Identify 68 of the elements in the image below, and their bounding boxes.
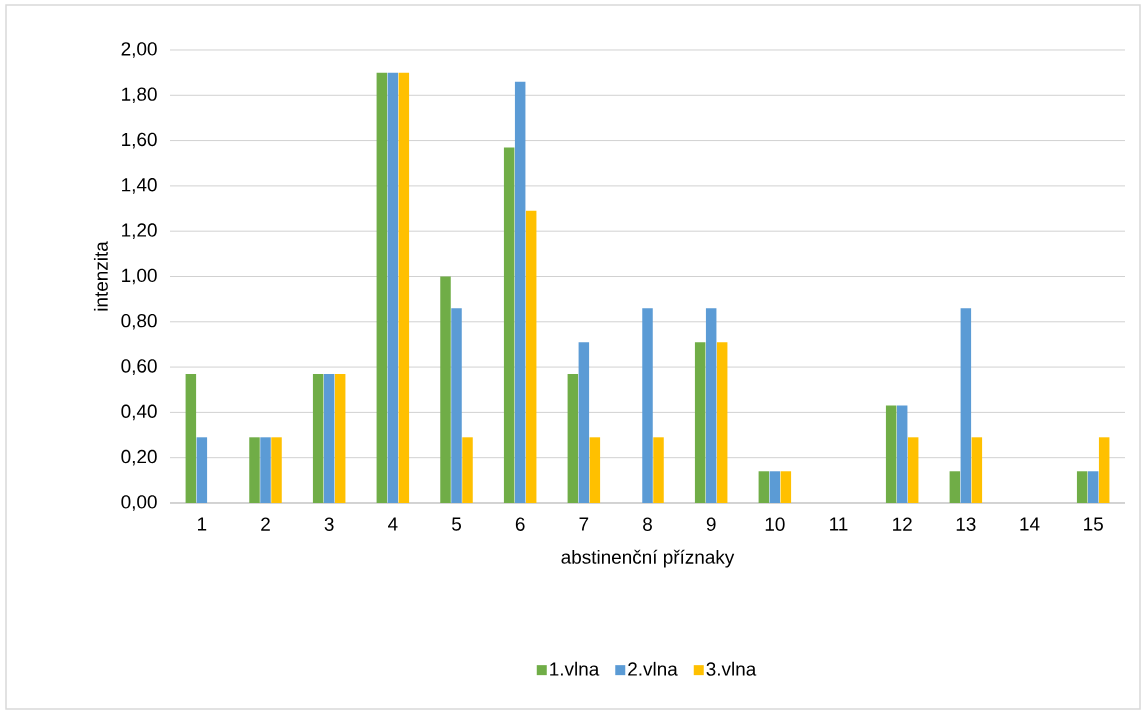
y-tick-label: 1,20 <box>122 223 157 240</box>
x-tick-label: 14 <box>1020 517 1040 531</box>
bar <box>525 210 537 503</box>
bar <box>960 308 972 503</box>
x-tick-label: 13 <box>956 517 976 531</box>
bar <box>312 373 324 503</box>
bar <box>376 72 388 503</box>
bar <box>642 308 653 503</box>
x-tick-label: 10 <box>765 517 785 531</box>
x-axis-title: abstinenční příznaky <box>561 549 735 568</box>
bar <box>716 342 728 503</box>
bar <box>1087 471 1099 503</box>
bar <box>769 471 781 503</box>
bar <box>398 72 410 503</box>
bar <box>758 471 770 503</box>
x-tick-label: 12 <box>893 517 912 531</box>
bar <box>589 437 601 503</box>
bar <box>440 276 451 503</box>
bar <box>462 437 473 503</box>
x-tick-label: 6 <box>515 517 525 531</box>
bar <box>907 437 919 503</box>
x-tick-label: 15 <box>1084 517 1103 531</box>
x-tick-label: 4 <box>388 517 398 531</box>
y-tick-label: 0,60 <box>121 359 157 375</box>
legend-label: 1.vlna <box>550 661 600 676</box>
bar <box>1098 437 1110 503</box>
bar <box>885 405 897 503</box>
bar <box>653 437 664 503</box>
x-tick-label: 2 <box>261 517 270 531</box>
bar <box>503 147 515 503</box>
bar <box>249 437 260 503</box>
y-tick-label: 0,20 <box>121 449 157 466</box>
x-tick-label: 11 <box>830 517 848 531</box>
bar <box>271 437 282 503</box>
bar <box>185 373 197 503</box>
y-tick-label: 1,80 <box>122 87 157 104</box>
x-tick-label: 8 <box>643 517 652 531</box>
bar <box>578 342 590 503</box>
bar <box>780 471 792 503</box>
legend-label: 3.vlna <box>706 661 757 676</box>
y-tick-label: 1,40 <box>122 178 157 194</box>
bar <box>1076 471 1088 503</box>
y-tick-label: 0,00 <box>121 495 157 511</box>
bar <box>694 342 706 503</box>
x-tick-label: 3 <box>324 517 334 531</box>
bar <box>567 373 579 503</box>
y-axis-title: intenzita <box>93 241 108 311</box>
x-tick-label: 9 <box>706 517 716 531</box>
y-tick-label: 0,40 <box>121 404 157 421</box>
x-tick-label: 7 <box>579 517 589 531</box>
bar <box>387 72 399 503</box>
y-tick-label: 1,60 <box>122 132 157 149</box>
bar <box>949 471 961 503</box>
y-tick-label: 2,00 <box>121 42 157 58</box>
y-tick-label: 0,80 <box>121 313 157 330</box>
x-tick-label: 5 <box>452 517 461 531</box>
bar <box>196 437 208 503</box>
bar <box>451 308 462 503</box>
bar <box>334 373 346 503</box>
bar <box>705 308 717 503</box>
y-tick-label: 1,00 <box>122 268 157 285</box>
bar <box>514 81 526 503</box>
x-tick-label: 1 <box>198 517 207 531</box>
bar <box>896 405 908 503</box>
bar <box>971 437 983 503</box>
bar <box>323 373 335 503</box>
bar <box>260 437 271 503</box>
legend-label: 2.vlna <box>628 661 678 676</box>
